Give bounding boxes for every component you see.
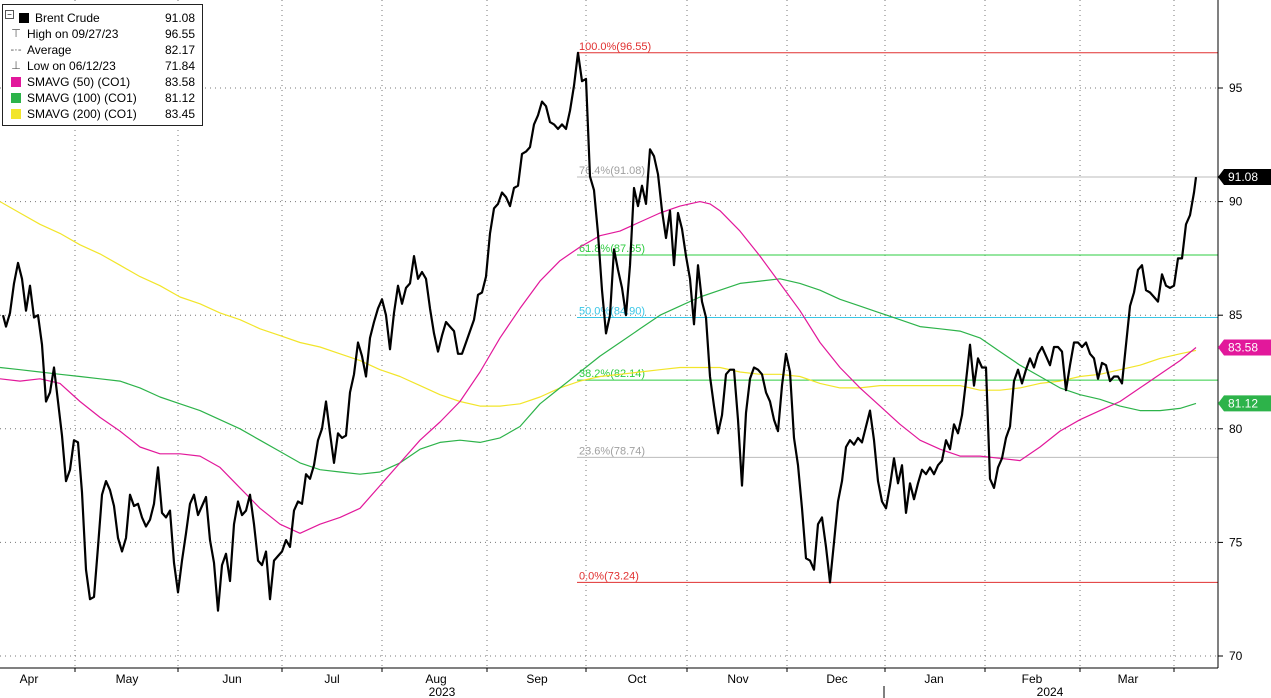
y-tick-label: 90 (1229, 195, 1243, 209)
series-line-sma-1 (0, 201, 1197, 534)
end-label-box (1218, 169, 1271, 186)
low-tick-icon: ⊥ (11, 60, 21, 72)
legend-row: Brent Crude 91.08 (9, 10, 199, 26)
legend-value: 83.45 (164, 107, 195, 121)
legend-value: 81.12 (164, 91, 195, 105)
end-value-labels: 91.08 83.58 81.12 (1218, 169, 1271, 412)
x-month-label: Jul (324, 672, 339, 686)
avg-dash-icon: -·- (10, 44, 22, 56)
x-month-label: Mar (1118, 672, 1139, 686)
legend-value: 82.17 (164, 43, 195, 57)
legend-swatch-icon (11, 93, 21, 103)
x-year-label: 2023 (429, 685, 456, 698)
x-month-label: Apr (20, 672, 39, 686)
x-month-label: Dec (826, 672, 847, 686)
fib-label: 100.0%(96.55) (579, 41, 651, 53)
x-month-label: Nov (727, 672, 748, 686)
end-label-box (1218, 339, 1271, 356)
series-line-sma-2 (0, 278, 1197, 475)
legend-row: SMAVG (100) (CO1) 81.12 (9, 90, 199, 106)
legend-swatch-icon (11, 109, 21, 119)
fib-label: 50.0%(84.90) (579, 305, 645, 317)
x-month-label: May (116, 672, 139, 686)
end-label-box (1218, 395, 1271, 412)
y-tick-label: 85 (1229, 308, 1243, 322)
x-month-label: Aug (425, 672, 446, 686)
legend-value: 71.84 (164, 59, 195, 73)
axes: 70 75 80 85 90 95 Apr May Jun Jul Aug Sep Oct Nov Dec J… (0, 0, 1243, 698)
legend-row: SMAVG (50) (CO1) 83.58 (9, 74, 199, 90)
legend-label: Low on 06/12/23 (27, 59, 116, 73)
x-month-label: Sep (526, 672, 548, 686)
fib-label: 61.8%(87.65) (579, 243, 645, 255)
end-label-text: 83.58 (1228, 340, 1258, 354)
fib-label: 38.2%(82.14) (579, 368, 645, 380)
legend-swatch-icon (19, 13, 29, 23)
grid (0, 0, 1218, 668)
fib-label: 76.4%(91.08) (579, 165, 645, 177)
legend-collapse-icon[interactable]: − (5, 10, 14, 19)
legend-label: High on 09/27/23 (27, 27, 119, 41)
end-label-text: 91.08 (1228, 170, 1258, 184)
legend-label: Average (27, 43, 72, 57)
y-tick-label: 95 (1229, 81, 1243, 95)
legend-label: SMAVG (50) (CO1) (27, 75, 131, 89)
y-tick-label: 75 (1229, 535, 1243, 549)
legend-row: SMAVG (200) (CO1) 83.45 (9, 106, 199, 122)
fibonacci-levels: 100.0%(96.55) 76.4%(91.08) 61.8%(87.65) 50.… (577, 41, 1218, 583)
y-tick-label: 70 (1229, 649, 1243, 663)
legend-value: 96.55 (164, 27, 195, 41)
x-year-label: 2024 (1037, 685, 1064, 698)
end-label-text: 81.12 (1228, 396, 1258, 410)
x-month-label: Feb (1022, 672, 1043, 686)
x-month-label: Jan (924, 672, 943, 686)
y-tick-label: 80 (1229, 422, 1243, 436)
legend-row: ⊤ High on 09/27/23 96.55 (9, 26, 199, 42)
legend-label: SMAVG (100) (CO1) (27, 91, 137, 105)
legend-row: ⊥ Low on 06/12/23 71.84 (9, 58, 199, 74)
fib-label: 23.6%(78.74) (579, 445, 645, 457)
legend-label: SMAVG (200) (CO1) (27, 107, 137, 121)
legend-swatch-icon (11, 77, 21, 87)
series-lines (0, 51, 1198, 612)
fib-label: 0.0%(73.24) (579, 570, 639, 582)
legend-label: Brent Crude (35, 11, 100, 25)
legend-value: 91.08 (164, 11, 195, 25)
series-line-sma-3 (0, 201, 1197, 407)
legend-row: -·- Average 82.17 (9, 42, 199, 58)
legend: − Brent Crude 91.08 ⊤ High on 09/27/23 96.55… (2, 4, 203, 126)
high-tick-icon: ⊤ (11, 28, 21, 40)
x-month-label: Jun (222, 672, 241, 686)
legend-value: 83.58 (164, 75, 195, 89)
series-line-brent (1, 51, 1198, 612)
x-month-label: Oct (628, 672, 647, 686)
